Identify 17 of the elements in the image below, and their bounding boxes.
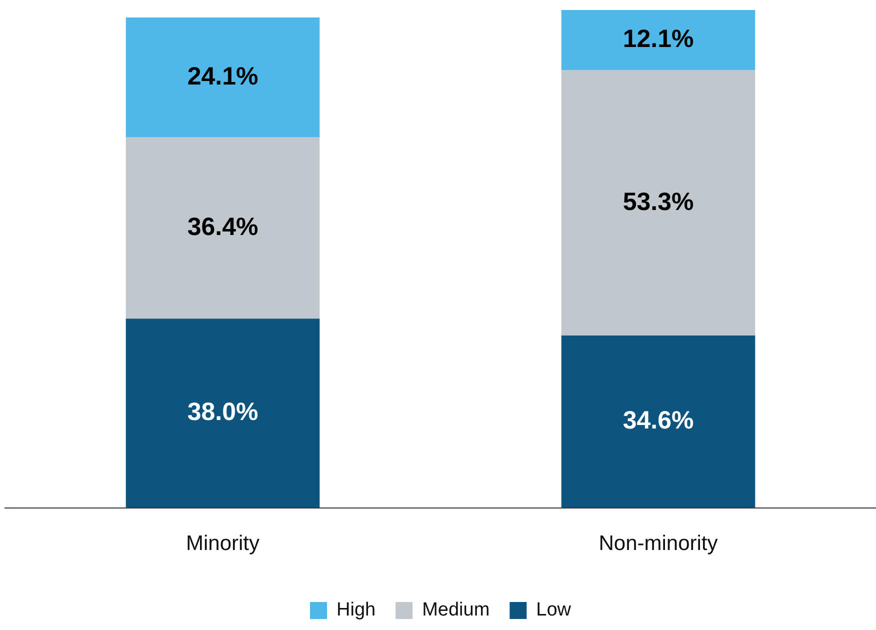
bar (126, 137, 320, 319)
bar (561, 336, 756, 508)
legend-label: Medium (422, 600, 490, 621)
bar (126, 318, 320, 508)
legend-label: High (336, 600, 376, 621)
data-label: 12.1% (622, 25, 694, 54)
data-label: 34.6% (622, 406, 694, 435)
data-label: 53.3% (622, 188, 694, 216)
bar (561, 70, 756, 336)
bar (561, 10, 756, 70)
legend-label: Low (536, 600, 572, 621)
data-label: 36.4% (187, 212, 258, 241)
x-tick-label: Non-minority (598, 532, 718, 556)
bar (126, 17, 320, 138)
data-label: 38.0% (187, 398, 258, 426)
data-label: 24.1% (187, 62, 258, 90)
x-tick-label: Minority (186, 532, 260, 556)
